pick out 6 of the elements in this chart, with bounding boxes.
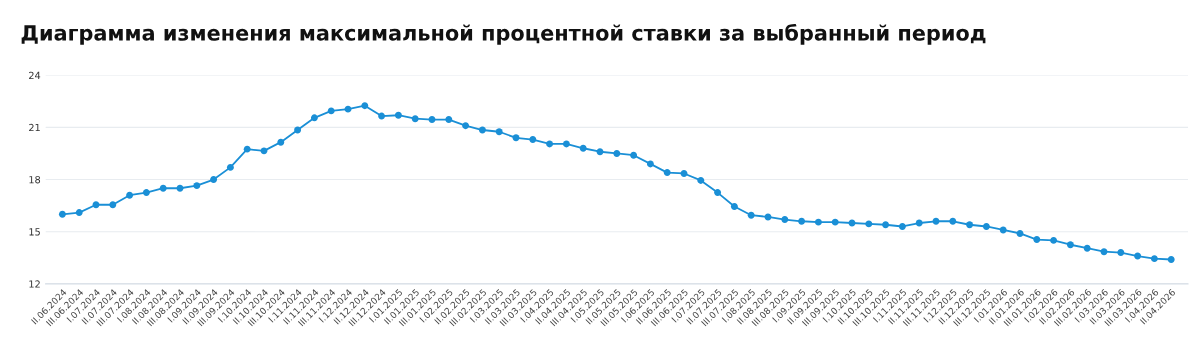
y-tick-label: 18: [29, 176, 41, 184]
chart-title: Диаграмма изменения максимальной процентной ставки за выбранный период: [21, 23, 986, 45]
y-tick-label: 24: [29, 71, 41, 79]
y-tick-label: 15: [29, 228, 40, 236]
y-tick-label: 21: [29, 123, 40, 132]
y-tick-label: 12: [29, 280, 40, 288]
